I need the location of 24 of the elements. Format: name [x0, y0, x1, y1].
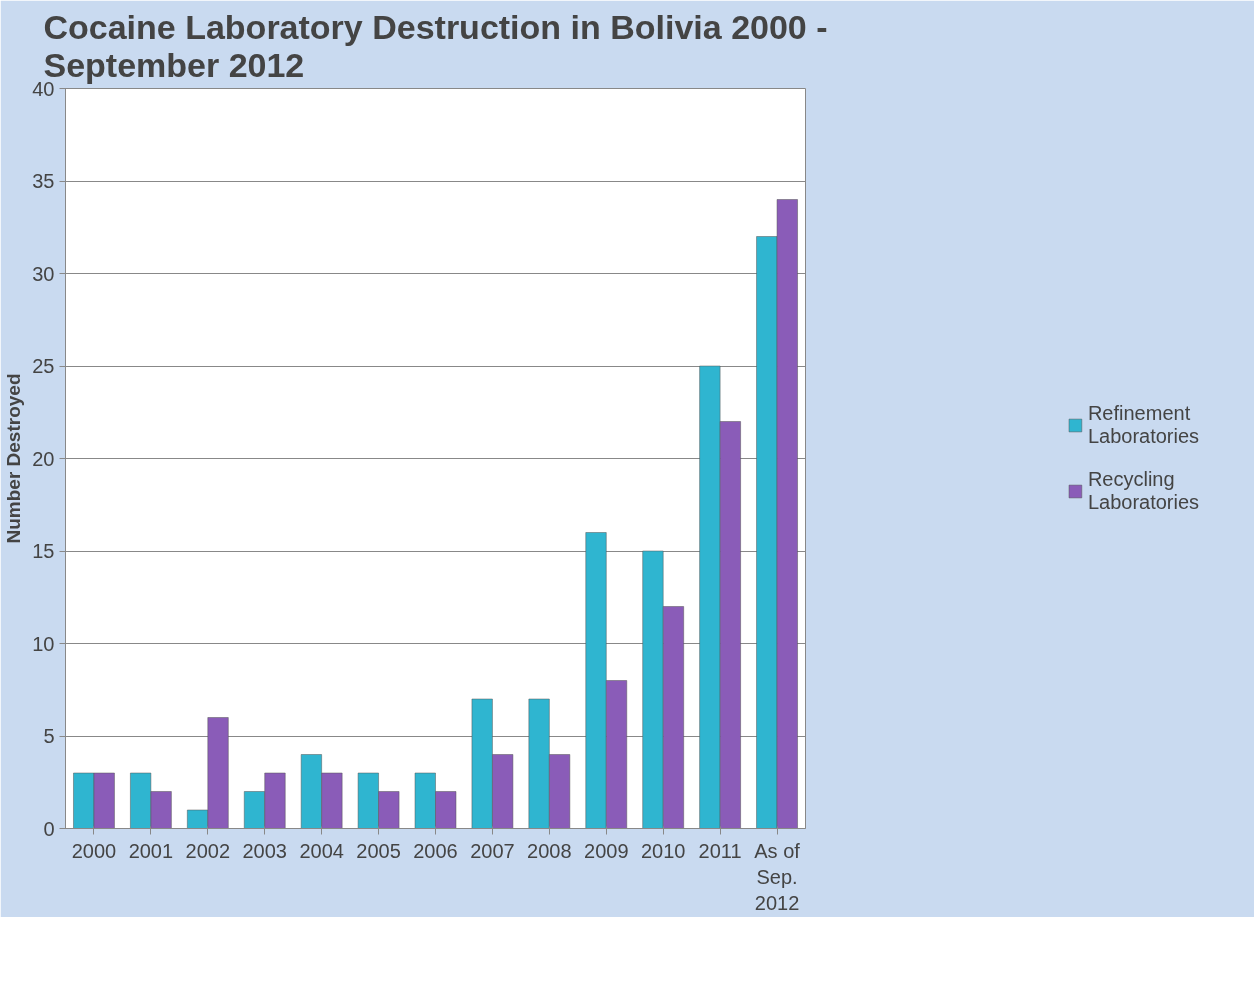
x-tick-label: 2004 — [299, 839, 344, 862]
x-tick-label: 2006 — [413, 839, 458, 862]
y-axis-title: Number Destroyed — [3, 373, 25, 544]
x-tick-label: 2010 — [640, 839, 686, 862]
x-tick-label: 2005 — [356, 839, 401, 862]
legend-label: Refinement Laboratories — [1087, 402, 1200, 448]
x-tick-label: 2011 — [698, 839, 742, 862]
y-tick-label: 30 — [32, 262, 55, 285]
y-tick-label: 5 — [43, 725, 55, 747]
y-tick-label: 15 — [32, 540, 55, 562]
y-tick-label: 35 — [32, 170, 55, 192]
y-tick-label: 20 — [32, 447, 55, 470]
x-tick-label: 2001 — [128, 839, 174, 862]
x-tick-label: 2003 — [242, 839, 287, 862]
y-tick-label: 25 — [32, 355, 55, 377]
y-tick-label: 10 — [32, 632, 55, 655]
legend-label: Recycling Laboratories — [1087, 468, 1200, 514]
x-tick-label: 2000 — [71, 839, 117, 862]
y-tick-label: 0 — [43, 817, 55, 840]
x-tick-label: 2002 — [185, 839, 231, 862]
x-tick-label: 2007 — [470, 839, 515, 862]
x-tick-label: As of Sep. 2012 — [754, 839, 801, 915]
x-tick-label: 2008 — [527, 839, 572, 862]
x-tick-label: 2009 — [584, 839, 629, 862]
